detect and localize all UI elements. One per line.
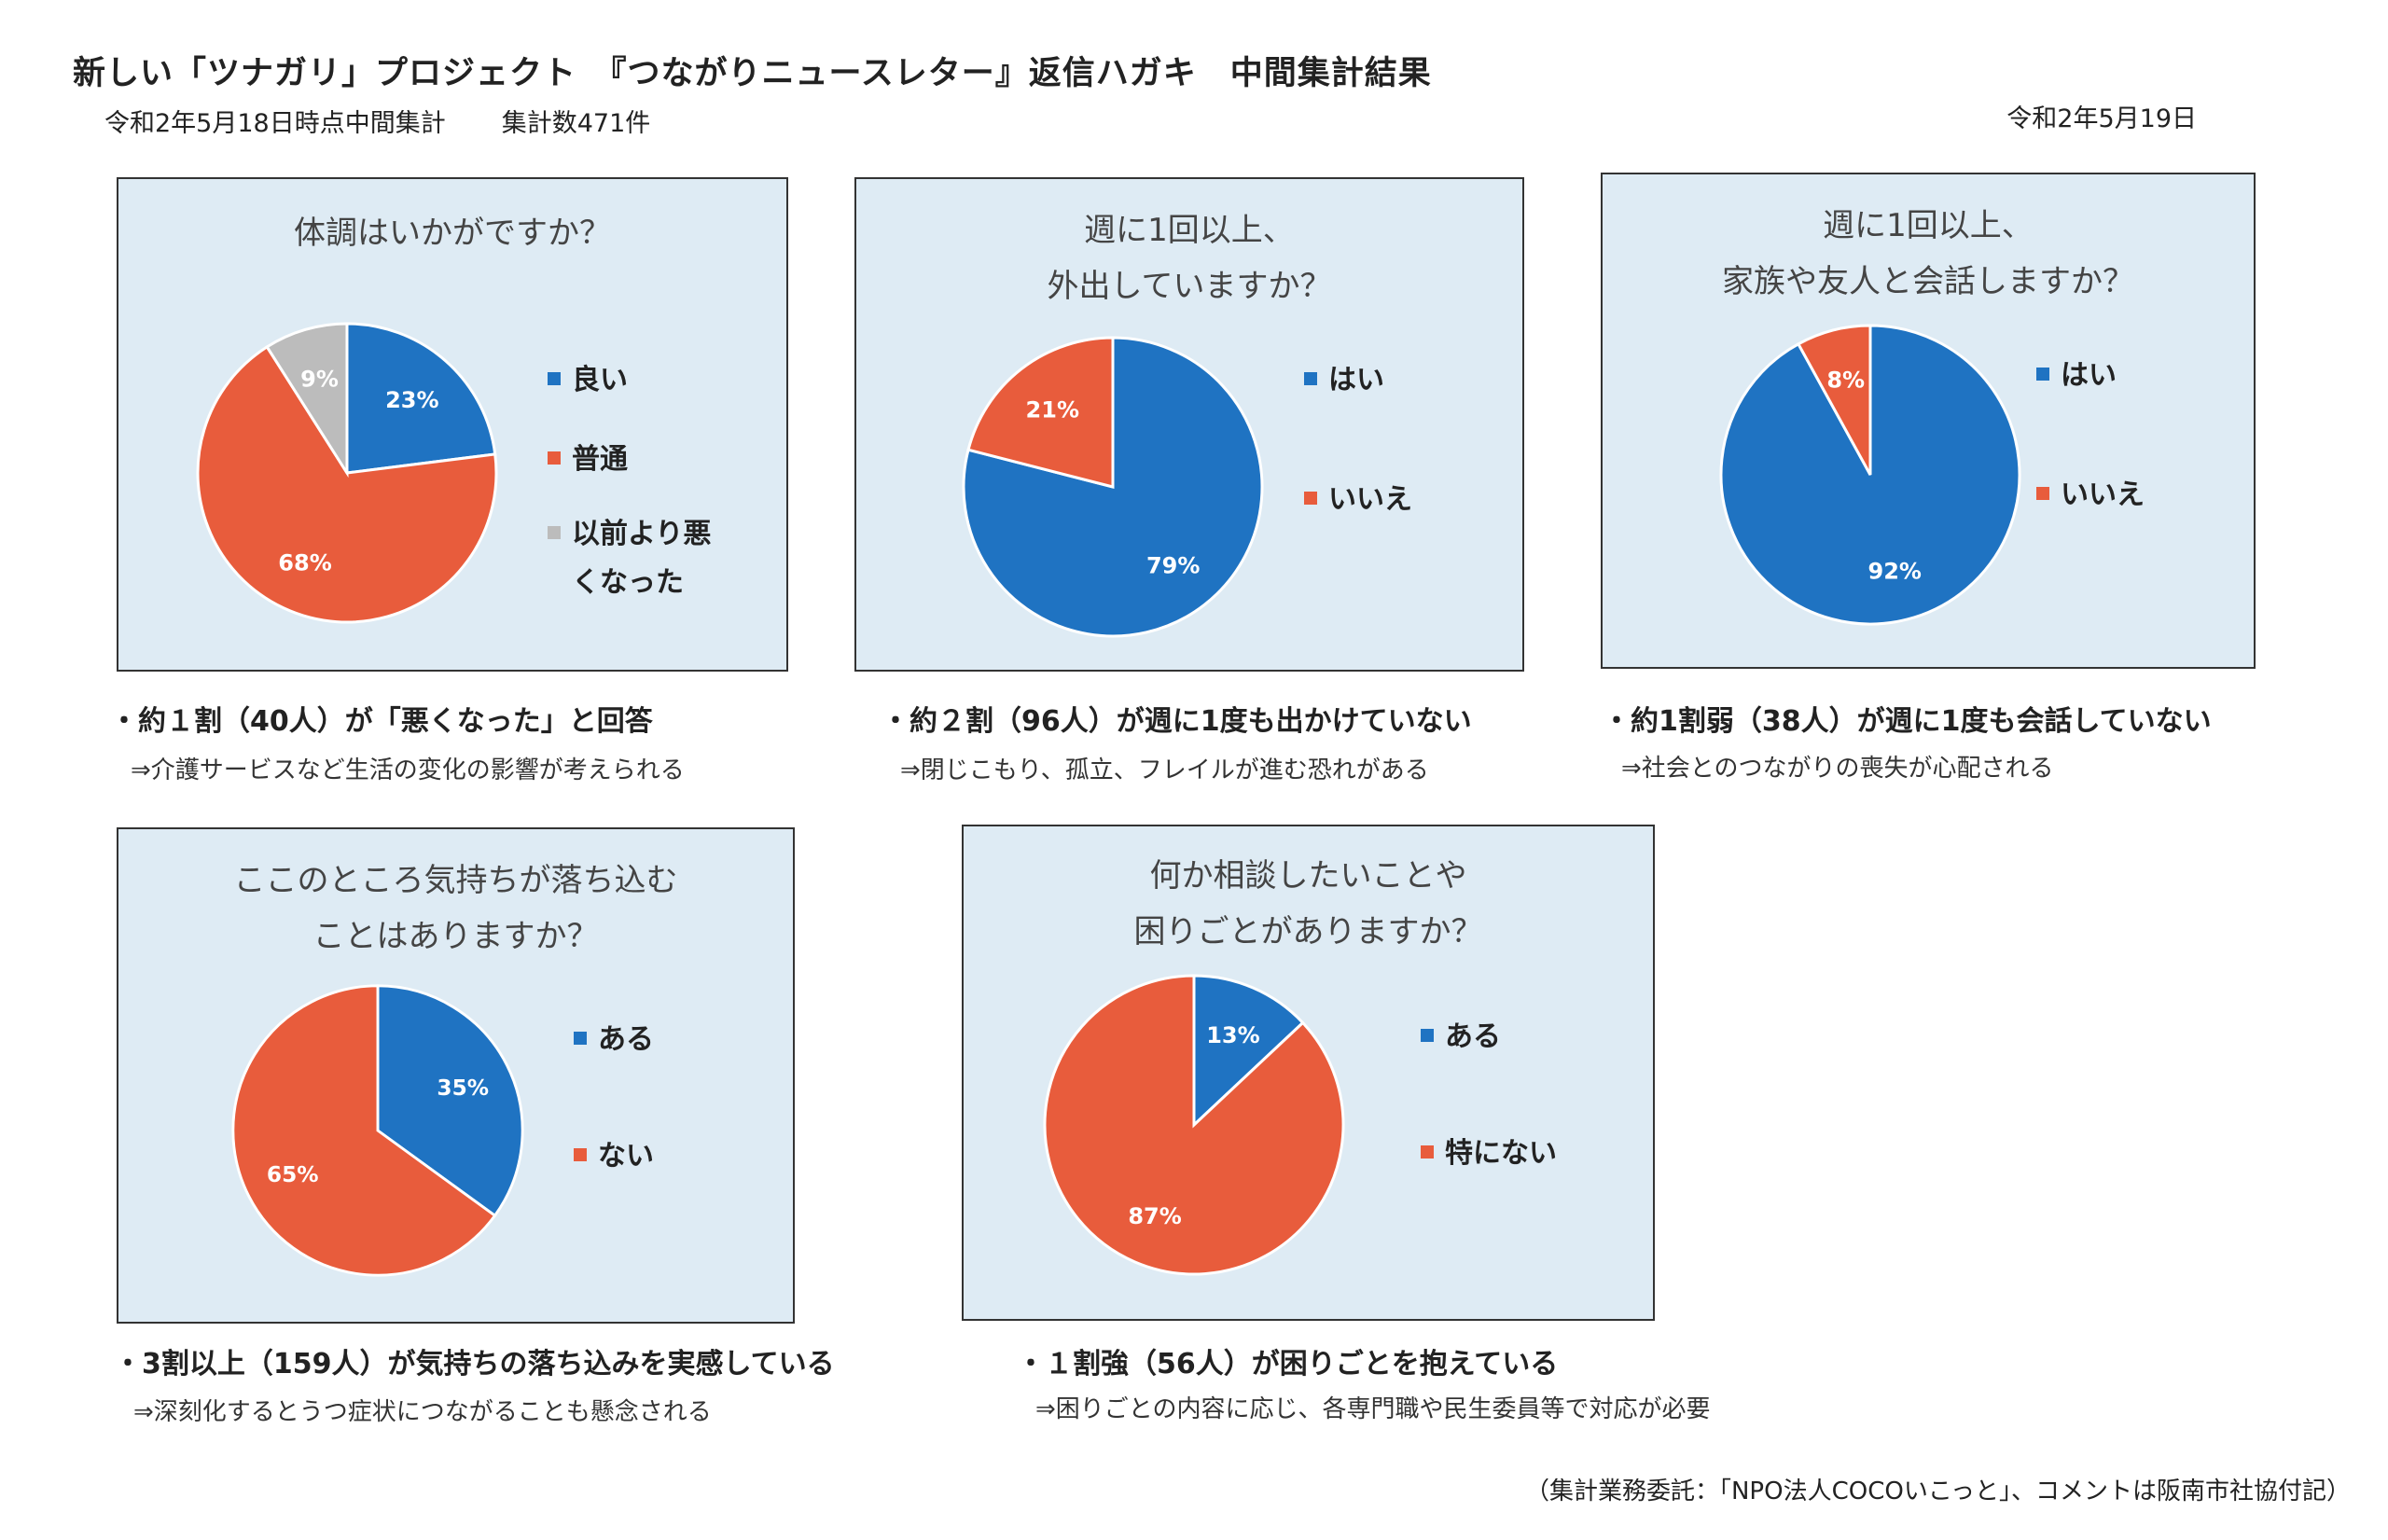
pie-slice (966, 336, 1115, 489)
chart-title-line: 何か相談したいことや (1149, 857, 1467, 895)
legend-swatch (574, 1031, 587, 1045)
legend-item: いいえ (2036, 471, 2145, 520)
legend-item: 良い (548, 356, 628, 405)
legend-item: ある (574, 1016, 654, 1064)
chart-title-line: ここのところ気持ちが落ち込む (233, 862, 678, 899)
legend-item: ない (574, 1132, 654, 1181)
legend-label: 普通 (548, 436, 628, 484)
legend-label: くなった (572, 566, 684, 599)
chart-title-line: 家族や友人と会話しますか？ (1722, 263, 2134, 300)
pie-slice (231, 984, 497, 1277)
note-main: ・約１割（40人）が「悪くなった」と回答 (110, 705, 653, 738)
legend-item: 特にない (1421, 1130, 1557, 1178)
legend-item: ある (1421, 1013, 1501, 1061)
chart-panel-outing: 週に1回以上、 外出していますか？ 79% 21% はいいいえ (854, 177, 1524, 672)
note-main: ・約２割（96人）が週に1度も出かけていない (882, 705, 1472, 738)
note-main: ・約1割弱（38人）が週に1度も会話していない (1603, 705, 2212, 738)
chart-panel-mood: ここのところ気持ちが落ち込む ことはありますか？ 35% 65% あるない (117, 827, 795, 1324)
legend-label: 以前より悪 (548, 510, 711, 559)
legend-swatch (548, 525, 561, 539)
chart-title: 何か相談したいことや 困りごとがありますか？ (964, 848, 1653, 960)
legend-swatch (574, 1147, 587, 1161)
legend-swatch (1421, 1145, 1434, 1158)
pie-slice (265, 322, 349, 479)
tally-date: 令和2年5月18日時点中間集計 (104, 109, 446, 138)
pie-data-label: 92% (1868, 558, 1922, 584)
chart-title: ここのところ気持ちが落ち込む ことはありますか？ (118, 853, 793, 964)
chart-title-line: 週に1回以上、 (1823, 207, 2034, 244)
pie-slice (196, 344, 498, 624)
pie-data-label: 68% (278, 550, 331, 576)
legend-label: いいえ (2036, 471, 2145, 520)
legend-label: いいえ (1304, 476, 1412, 524)
legend-item: はい (1304, 356, 1384, 405)
chart-title-line: ことはありますか？ (312, 918, 599, 955)
legend-item: 以前より悪 くなった (548, 510, 711, 607)
pie-data-label: 9% (300, 367, 339, 393)
chart-title-line: 外出していますか？ (1047, 268, 1332, 305)
pie-data-label: 21% (1026, 397, 1079, 423)
footer-credit: （集計業務委託：「NPO法人COCOいこっと」、コメントは阪南市社協付記） (1524, 1478, 2351, 1505)
legend-label: ない (574, 1132, 654, 1181)
pie-chart: 23% 68% 9% (196, 322, 498, 624)
chart-title: 週に1回以上、 家族や友人と会話しますか？ (1603, 198, 2254, 310)
legend-item: いいえ (1304, 476, 1412, 524)
pie-data-label: 8% (1826, 368, 1865, 394)
chart-panel-conversation: 週に1回以上、 家族や友人と会話しますか？ 92% 8% はいいいえ (1601, 173, 2256, 669)
note-sub: ⇒深刻化するとうつ症状につながることも懸念される (133, 1398, 712, 1426)
note-main: ・3割以上（159人）が気持ちの落ち込みを実感している (114, 1348, 835, 1380)
note-sub: ⇒困りごとの内容に応じ、各専門職や民生委員等で対応が必要 (1035, 1395, 1711, 1423)
pie-chart: 92% 8% (1719, 324, 2021, 626)
legend-swatch (548, 451, 561, 465)
pie-chart: 79% 21% (962, 336, 1264, 638)
pie-chart: 13% 87% (1043, 974, 1345, 1276)
pie-slice (1796, 324, 1872, 476)
legend-item: はい (2036, 352, 2117, 400)
chart-panel-consultation: 何か相談したいことや 困りごとがありますか？ 13% 87% ある特にない (962, 825, 1655, 1321)
pie-data-label: 79% (1146, 552, 1200, 578)
legend-label: はい (1304, 356, 1384, 405)
page-subtitle: 令和2年5月18日時点中間集計 集計数471件 (104, 103, 650, 139)
legend-label: はい (2036, 352, 2117, 400)
pie-data-label: 13% (1206, 1022, 1259, 1048)
chart-panel-health: 体調はいかがですか？ 23% 68% 9% 良い普通以前より悪くなった (117, 177, 788, 672)
legend-swatch (1304, 371, 1317, 385)
chart-title: 週に1回以上、 外出していますか？ (856, 202, 1522, 314)
legend-label: ある (1421, 1013, 1501, 1061)
note-sub: ⇒介護サービスなど生活の変化の影響が考えられる (131, 756, 685, 784)
legend-swatch (548, 371, 561, 385)
pie-slice (1192, 974, 1305, 1129)
legend-item: 普通 (548, 436, 628, 484)
legend-label: 良い (548, 356, 628, 405)
pie-data-label: 23% (385, 387, 438, 413)
legend-swatch (2036, 486, 2049, 500)
page-title: 新しい「ツナガリ」プロジェクト 『つながりニュースレター』返信ハガキ 中間集計結… (73, 55, 1432, 92)
chart-title-line: 体調はいかがですか？ (294, 215, 611, 252)
pie-slice (1043, 974, 1345, 1276)
pie-data-label: 87% (1128, 1203, 1181, 1229)
pie-slice (376, 984, 524, 1218)
legend-label: 特にない (1421, 1130, 1557, 1178)
note-sub: ⇒閉じこもり、孤立、フレイルが進む恐れがある (900, 756, 1429, 784)
note-main: ・１割強（56人）が困りごとを抱えている (1017, 1348, 1559, 1380)
legend-swatch (2036, 367, 2049, 381)
legend-swatch (1304, 491, 1317, 505)
pie-slice (345, 322, 497, 475)
pie-data-label: 65% (267, 1162, 319, 1187)
chart-title-line: 週に1回以上、 (1084, 212, 1295, 249)
pie-chart: 35% 65% (231, 984, 524, 1277)
legend-swatch (1421, 1028, 1434, 1042)
note-sub: ⇒社会とのつながりの喪失が心配される (1621, 755, 2054, 783)
legend-label: ある (574, 1016, 654, 1064)
chart-title-line: 困りごとがありますか？ (1133, 913, 1483, 950)
issue-date: 令和2年5月19日 (2006, 104, 2197, 133)
tally-count: 集計数471件 (501, 109, 651, 138)
chart-title: 体調はいかがですか？ (118, 205, 786, 261)
pie-data-label: 35% (437, 1075, 489, 1101)
